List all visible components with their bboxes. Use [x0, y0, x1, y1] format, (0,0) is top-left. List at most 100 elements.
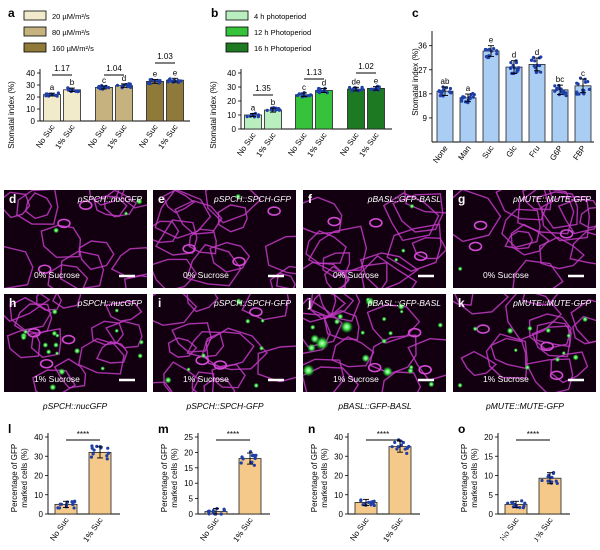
data-point: [405, 451, 409, 455]
gfp-signal: [582, 316, 589, 323]
data-point: [222, 508, 226, 512]
legend-swatch-a-1: [23, 10, 47, 21]
panel-letter-o: o: [458, 422, 465, 436]
cell-outline: [153, 381, 173, 392]
stomata-outline: [468, 241, 483, 252]
y-tick-label: 0: [232, 125, 237, 134]
data-point: [390, 445, 394, 449]
data-point: [44, 94, 48, 98]
micrograph-background: [4, 190, 147, 288]
data-point: [441, 94, 445, 98]
stomata-outline: [27, 328, 41, 338]
y-tick-label: 20: [34, 472, 43, 481]
gfp-signal: [135, 198, 143, 205]
bar: [436, 90, 454, 143]
data-point: [449, 91, 453, 95]
stomata-outline: [413, 251, 428, 262]
y-tick-label: 0: [489, 510, 494, 519]
panel-letter-l: l: [8, 422, 11, 436]
significance-stars: ****: [227, 430, 239, 439]
y-axis-label-line2: marked cells (%): [170, 448, 179, 508]
data-point: [540, 478, 544, 483]
legend-label-b-1: 4 h photoperiod: [254, 12, 306, 21]
data-point: [350, 89, 354, 93]
bar: [166, 79, 184, 122]
legend-swatch-b-2: [225, 26, 249, 37]
cell-outline: [16, 190, 59, 225]
data-point: [295, 93, 300, 98]
data-point: [357, 89, 361, 93]
x-tick-label: FBP: [571, 144, 587, 162]
data-point: [369, 500, 373, 504]
stomata-outline: [249, 307, 263, 317]
cell-outline: [186, 330, 225, 358]
gfp-signal: [527, 325, 533, 332]
significance-letter: a: [50, 83, 55, 92]
data-point: [75, 89, 79, 93]
legend-label-a-1: 20 µM/m²/s: [52, 12, 90, 21]
data-point: [377, 85, 381, 89]
gfp-signal: [554, 357, 561, 363]
y-tick-label: 0: [189, 510, 194, 519]
cell-outline: [454, 294, 510, 315]
data-point: [252, 463, 256, 467]
significance-letter: e: [489, 36, 494, 45]
cell-outline: [305, 230, 347, 265]
legend-swatch-b-1: [225, 10, 249, 21]
data-point: [533, 59, 537, 63]
data-point: [70, 500, 74, 504]
x-tick-label: 1% Suc: [254, 131, 277, 159]
gfp-signal: [409, 203, 415, 209]
cell-outline: [163, 361, 200, 392]
data-point: [495, 52, 499, 56]
y-tick-label: 0: [31, 117, 36, 126]
y-tick-label: 30: [26, 81, 35, 90]
cell-outline: [90, 320, 124, 346]
data-point: [115, 83, 120, 87]
caption-1: pSPCH::nucGFP: [42, 401, 108, 411]
ratio-label: 1.17: [54, 64, 70, 73]
bar: [347, 88, 365, 130]
data-point: [517, 66, 521, 70]
data-point: [168, 79, 172, 83]
gfp-signal: [472, 326, 478, 332]
micrograph-title: pSPCH::nucGFP: [77, 298, 143, 308]
data-point: [554, 479, 558, 483]
legend-label-b-2: 12 h Photoperiod: [254, 28, 311, 37]
gfp-signal: [23, 329, 29, 335]
significance-letter: e: [173, 68, 178, 77]
cell-outline: [517, 190, 575, 235]
panel-letter-h: h: [9, 296, 16, 310]
bar: [264, 109, 282, 130]
gfp-signal: [457, 382, 463, 389]
bar: [115, 85, 133, 122]
cell-outline: [47, 264, 89, 288]
data-point: [487, 47, 491, 51]
y-axis-label-line2: marked cells (%): [320, 448, 329, 508]
cell-outline: [382, 192, 440, 242]
cell-outline: [309, 294, 347, 320]
legend-label-a-2: 80 µM/m²/s: [52, 28, 90, 37]
data-point: [239, 461, 243, 465]
data-point: [274, 106, 278, 110]
gfp-signal: [457, 266, 463, 272]
gfp-signal: [123, 211, 129, 216]
data-point: [107, 86, 111, 90]
gfp-signal: [114, 328, 120, 334]
significance-letter: ab: [441, 77, 450, 86]
data-point: [253, 456, 257, 461]
cell-outline: [110, 246, 147, 279]
stomata-outline: [407, 327, 422, 338]
data-point: [206, 509, 210, 514]
chart-c: 9 18 27 36 ab None a Man e Suc d Glc d Fru bc G6P c FBP: [418, 31, 594, 165]
gfp-signal: [361, 354, 370, 363]
cell-outline: [188, 228, 217, 255]
caption-2: pSPCH::SPCH-GFP: [186, 401, 264, 411]
cell-outline: [407, 337, 446, 382]
data-point: [393, 440, 397, 444]
gfp-signal: [309, 324, 316, 331]
cell-outline: [153, 294, 198, 327]
